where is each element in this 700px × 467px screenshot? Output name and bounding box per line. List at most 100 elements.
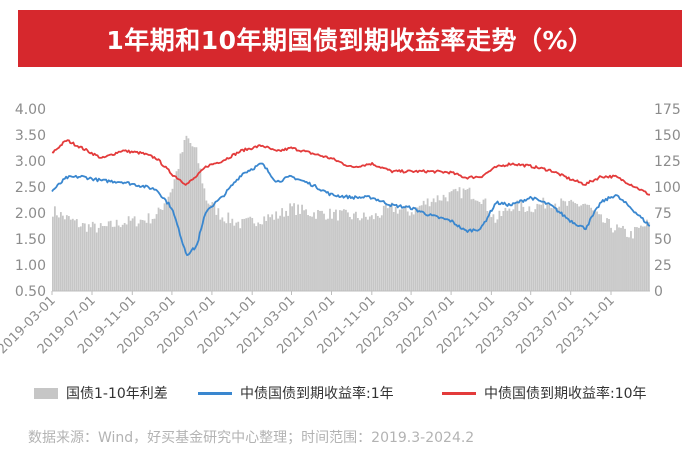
spread-bar bbox=[604, 222, 606, 291]
spread-bar bbox=[181, 152, 184, 291]
spread-bar bbox=[544, 208, 547, 291]
spread-bar bbox=[159, 209, 162, 291]
spread-bar bbox=[117, 225, 120, 291]
spread-bar bbox=[438, 200, 441, 291]
spread-bar bbox=[337, 220, 339, 291]
spread-bar bbox=[333, 211, 335, 291]
spread-bar bbox=[550, 207, 553, 291]
spread-bar bbox=[508, 208, 511, 291]
spread-bar bbox=[396, 213, 399, 291]
spread-bar bbox=[153, 218, 156, 291]
spread-bar bbox=[277, 218, 280, 291]
spread-bar bbox=[422, 200, 425, 291]
legend-1y-label: 中债国债到期收益率:1年 bbox=[240, 386, 394, 402]
spread-bar bbox=[173, 179, 176, 291]
spread-bar bbox=[502, 211, 505, 291]
spread-bar bbox=[91, 221, 94, 291]
spread-bar bbox=[285, 210, 288, 291]
spread-bar bbox=[75, 219, 78, 291]
spread-bar bbox=[339, 210, 341, 291]
spread-bar bbox=[638, 227, 640, 291]
spread-bar bbox=[568, 200, 571, 291]
spread-bar bbox=[93, 223, 96, 291]
spread-bar bbox=[121, 224, 124, 291]
spread-bar bbox=[267, 214, 270, 291]
legend-1y: 中债国债到期收益率:1年 bbox=[198, 383, 394, 403]
spread-bar bbox=[580, 205, 583, 291]
spread-bar bbox=[243, 218, 246, 291]
spread-bar bbox=[67, 216, 70, 291]
spread-bar bbox=[362, 212, 365, 291]
spread-bar bbox=[189, 143, 192, 291]
spread-bar bbox=[77, 227, 80, 291]
spread-bar bbox=[217, 208, 220, 291]
spread-bar bbox=[131, 218, 134, 291]
spread-bar bbox=[456, 191, 459, 291]
spread-bar bbox=[532, 212, 535, 291]
spread-bar bbox=[402, 207, 405, 291]
spread-bar bbox=[428, 206, 431, 291]
spread-bar bbox=[498, 210, 501, 291]
spread-bar bbox=[528, 206, 531, 291]
spread-bar bbox=[103, 225, 106, 291]
spread-bar bbox=[630, 231, 632, 291]
spread-bar bbox=[646, 219, 648, 291]
spread-bar bbox=[255, 226, 258, 291]
spread-bar bbox=[594, 211, 596, 291]
spread-bar bbox=[341, 210, 343, 291]
legend-10y-label: 中债国债到期收益率:10年 bbox=[484, 386, 647, 402]
spread-bar bbox=[71, 218, 74, 291]
series-10y-line bbox=[51, 139, 651, 196]
spread-bar bbox=[157, 207, 160, 291]
spread-bar bbox=[522, 206, 525, 291]
spread-bar bbox=[313, 212, 315, 291]
left-y-tick-label: 4.00 bbox=[15, 102, 46, 118]
spread-bar bbox=[440, 200, 443, 291]
spread-bar bbox=[137, 223, 140, 291]
spread-bar bbox=[382, 205, 385, 291]
spread-bar bbox=[534, 209, 537, 291]
left-y-tick-label: 2.50 bbox=[15, 180, 46, 196]
spread-bar bbox=[536, 203, 539, 291]
spread-bar bbox=[480, 204, 483, 291]
spread-bar bbox=[486, 211, 489, 291]
source-note: 数据来源：Wind，好买基金研究中心整理；时间范围：2019.3-2024.2 bbox=[28, 430, 475, 446]
spread-bar bbox=[386, 208, 389, 291]
right-y-tick-label: 150 bbox=[654, 128, 681, 144]
spread-bar bbox=[111, 226, 114, 291]
spread-bar bbox=[97, 227, 100, 291]
spread-bar bbox=[52, 216, 54, 291]
spread-bar bbox=[360, 218, 363, 291]
spread-bar bbox=[191, 146, 194, 291]
spread-bar bbox=[584, 203, 587, 291]
spread-bar bbox=[554, 203, 557, 291]
spread-bar bbox=[610, 227, 612, 291]
spread-bar bbox=[430, 201, 433, 291]
legend-spread-swatch bbox=[34, 387, 58, 399]
spread-bar bbox=[516, 200, 519, 291]
spread-bar bbox=[287, 215, 289, 291]
spread-bar bbox=[596, 211, 598, 291]
spread-bar bbox=[632, 238, 634, 291]
spread-bar bbox=[247, 217, 250, 291]
spread-bar bbox=[69, 219, 72, 291]
spread-bar bbox=[235, 222, 238, 291]
spread-bar bbox=[327, 218, 329, 291]
spread-bar bbox=[368, 216, 371, 291]
spread-bar bbox=[65, 215, 68, 291]
spread-bar bbox=[265, 220, 268, 291]
spread-bar bbox=[448, 192, 451, 291]
spread-bar bbox=[183, 140, 186, 291]
spread-bar bbox=[586, 204, 588, 291]
spread-bar bbox=[450, 191, 453, 291]
right-y-tick-label: 0 bbox=[654, 284, 663, 300]
spread-bar bbox=[500, 216, 503, 291]
spread-bar bbox=[424, 204, 427, 291]
right-y-tick-label: 125 bbox=[654, 154, 681, 170]
spread-bar bbox=[263, 216, 266, 291]
spread-bar bbox=[321, 210, 323, 291]
spread-bar bbox=[215, 214, 218, 291]
spread-bar bbox=[466, 189, 469, 291]
spread-bar bbox=[488, 214, 491, 291]
legend-1y-swatch bbox=[198, 391, 232, 395]
